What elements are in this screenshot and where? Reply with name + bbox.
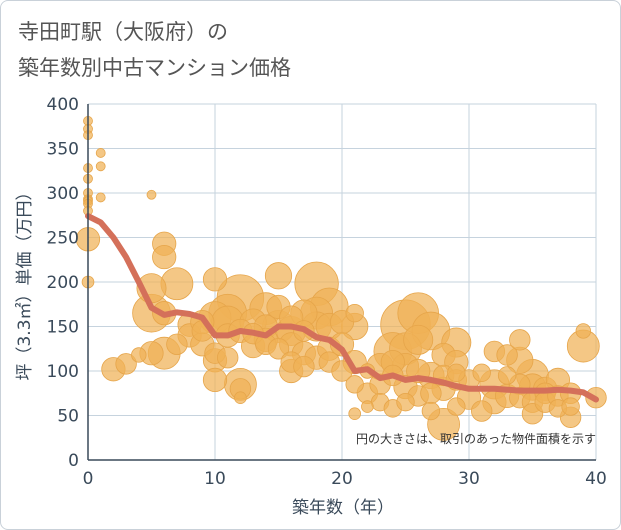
trend-line-group: [85, 213, 599, 403]
data-point: [131, 347, 147, 363]
data-point: [234, 391, 247, 405]
data-point: [361, 400, 374, 413]
data-point: [166, 333, 188, 356]
data-point: [95, 161, 106, 172]
data-point: [216, 346, 239, 369]
data-point: [345, 303, 364, 323]
data-point: [471, 400, 493, 422]
data-point: [509, 329, 531, 351]
y-tick-label: 150: [47, 318, 79, 338]
y-tick-label: 300: [47, 184, 79, 204]
data-point: [561, 397, 580, 416]
x-tick-label: 20: [331, 469, 353, 489]
chart-title-line-2: 築年数別中古マンション価格: [18, 56, 291, 80]
data-point: [447, 363, 466, 382]
x-tick-label: 40: [585, 469, 607, 489]
data-point: [115, 353, 137, 375]
y-tick-label: 0: [68, 451, 79, 471]
data-point: [202, 367, 228, 392]
y-tick-label: 250: [47, 229, 79, 249]
data-point: [152, 244, 177, 270]
data-point: [345, 375, 364, 394]
y-tick-label: 350: [47, 140, 79, 160]
data-point: [420, 382, 442, 404]
data-point: [497, 366, 517, 385]
data-point: [202, 267, 228, 292]
data-point: [146, 189, 157, 200]
x-axis-title: 築年数（年）: [292, 498, 394, 518]
data-point: [575, 323, 592, 339]
y-tick-label: 400: [47, 95, 79, 115]
size-legend-note: 円の大きさは、取引のあった物件面積を示す: [356, 431, 596, 446]
data-point: [264, 262, 293, 290]
y-tick-label: 100: [47, 362, 79, 382]
axes: 0 50 100 150 200 250 300 350 400 0 10 20 30 40: [47, 95, 607, 489]
trend-line: [85, 213, 599, 403]
data-point: [95, 148, 106, 158]
data-point: [421, 401, 441, 421]
data-point: [472, 363, 491, 382]
data-point: [403, 324, 434, 355]
data-point: [293, 355, 315, 378]
x-tick-label: 30: [458, 469, 480, 489]
data-point: [496, 344, 518, 366]
chart-title: 寺田町駅（大阪府）の 築年数別中古マンション価格: [18, 14, 291, 86]
data-point: [95, 192, 106, 203]
x-tick-label: 10: [204, 469, 226, 489]
y-axis-title: 坪（3.3㎡）単価（万円）: [15, 183, 35, 380]
data-point: [447, 397, 466, 416]
y-tick-label: 50: [57, 407, 79, 427]
data-point: [396, 392, 415, 412]
data-point: [267, 338, 290, 360]
chart-title-line-1: 寺田町駅（大阪府）の: [18, 20, 228, 44]
y-tick-label: 200: [47, 273, 79, 293]
data-point: [348, 407, 362, 421]
x-tick-label: 0: [83, 469, 94, 489]
